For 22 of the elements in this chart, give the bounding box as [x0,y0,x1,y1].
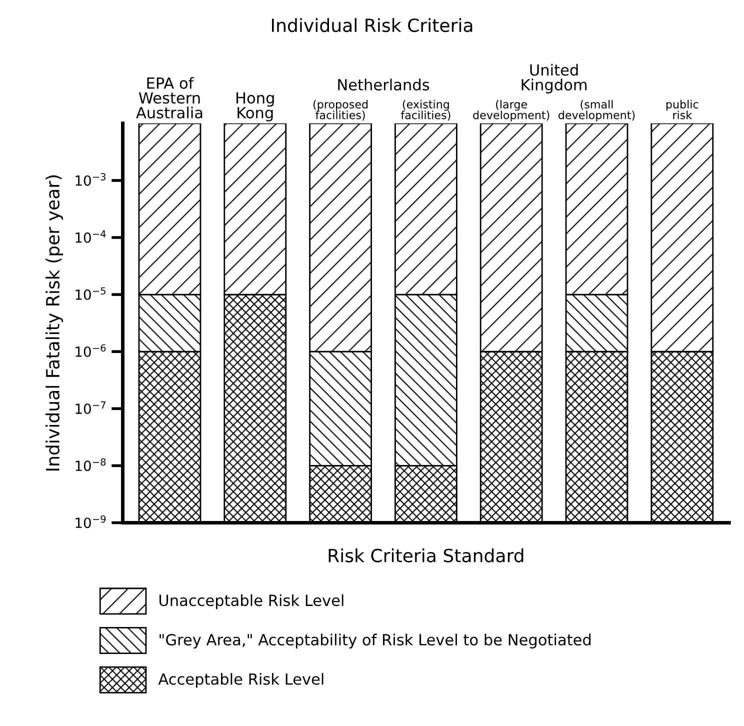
y-tick-label: 10$^{−7}$ [76,401,106,414]
chart-title: Individual Risk Criteria [272,18,472,32]
x-tick-label: (proposed facilities) [313,100,368,121]
text: United Kingdom [522,64,587,94]
y-tick-label: 10$^{−3}$ [76,173,106,186]
y-axis-title: Individual Fatality Risk (per year) [46,175,64,471]
y-tick-label: 10$^{−5}$ [76,287,106,300]
x-tick-label: Hong Kong [236,92,274,122]
x-tick-label: (existing facilities) [400,100,450,121]
legend-label: Unacceptable Risk Level [160,594,344,610]
y-tick-label: 10$^{−8}$ [76,458,106,472]
y-tick-label: 10$^{−6}$ [76,344,106,357]
y-tick-label: 10$^{−4}$ [76,230,106,243]
text: Netherlands [338,78,430,91]
y-tick-label: 10$^{−9}$ [76,515,106,528]
x-axis-title: Risk Criteria Standard [328,548,524,562]
x-tick-label: EPA of Western Australia [136,77,202,118]
x-tick-label: (large development) [473,100,550,122]
x-tick-label: public risk [666,100,698,120]
x-tick-label: (small development) [558,100,635,122]
legend-label: "Grey Area," Acceptability of Risk Level to be Negotiated [160,634,591,648]
legend-label: Acceptable Risk Level [158,673,324,688]
